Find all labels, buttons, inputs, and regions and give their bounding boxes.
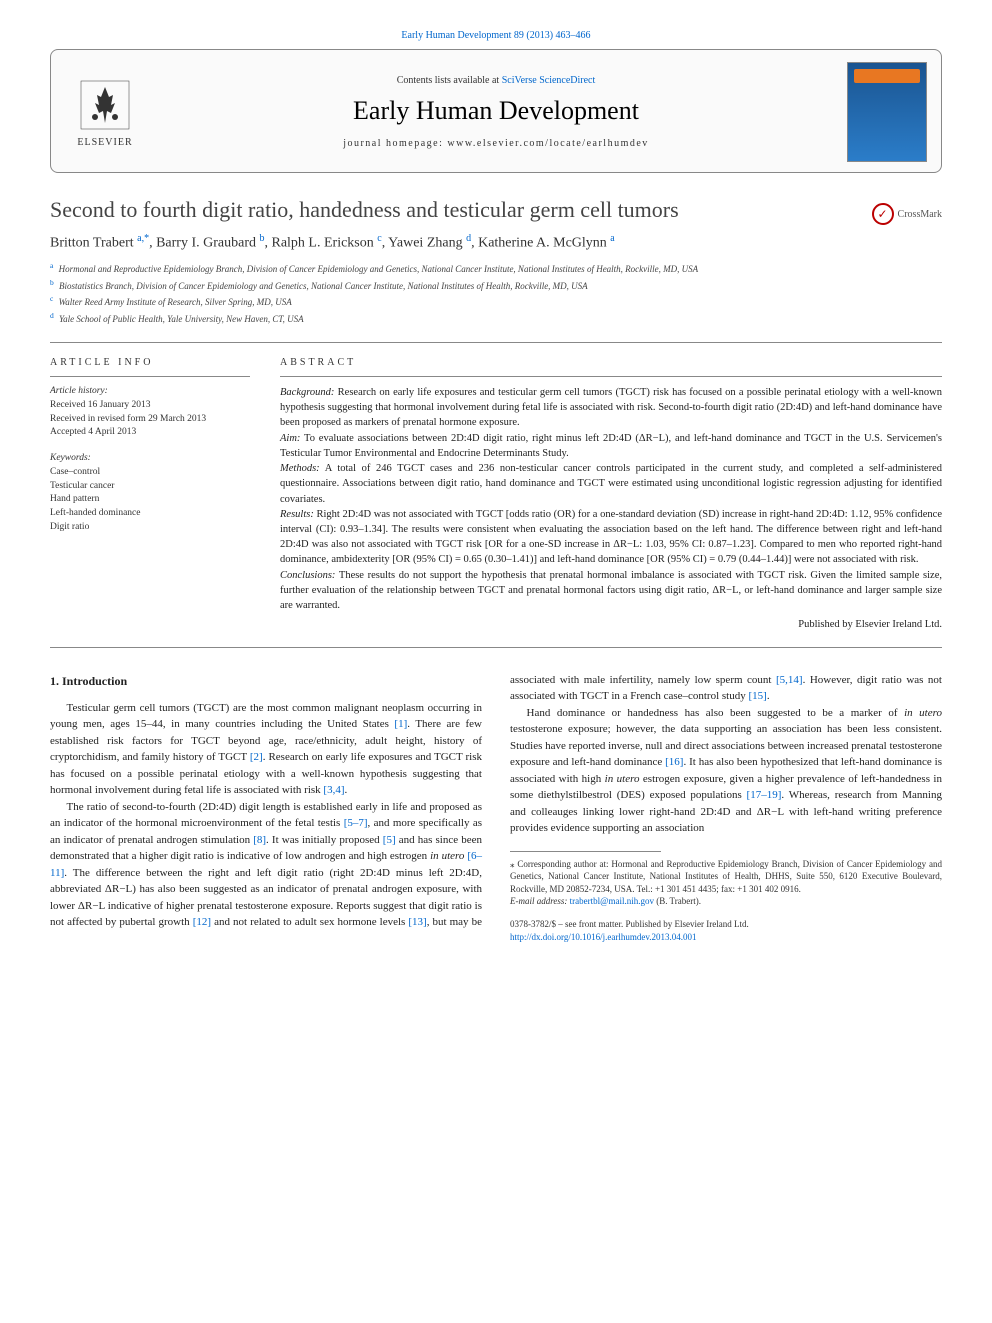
ref-link[interactable]: [13] [408,916,426,928]
elsevier-logo: ELSEVIER [65,72,145,152]
ref-link[interactable]: [5] [383,834,396,846]
ref-link[interactable]: [3,4] [323,784,344,796]
contents-line: Contents lists available at SciVerse Sci… [145,75,847,86]
article-info-header: ARTICLE INFO [50,357,250,368]
abstract-text: Background: Research on early life expos… [280,385,942,633]
ref-link[interactable]: [5–7] [344,817,368,829]
journal-homepage: journal homepage: www.elsevier.com/locat… [145,138,847,149]
affiliation-line: c Walter Reed Army Institute of Research… [50,293,942,310]
history-line: Received in revised form 29 March 2013 [50,413,250,427]
copyright-line: 0378-3782/$ – see front matter. Publishe… [510,918,942,931]
affiliation-line: b Biostatistics Branch, Division of Canc… [50,277,942,294]
divider [50,342,942,343]
affiliation-line: a Hormonal and Reproductive Epidemiology… [50,260,942,277]
crossmark-badge[interactable]: ✓ CrossMark [872,203,942,225]
keyword-line: Left-handed dominance [50,507,250,521]
sciverse-link[interactable]: SciVerse ScienceDirect [502,75,596,86]
divider [50,647,942,648]
affiliation-line: d Yale School of Public Health, Yale Uni… [50,310,942,327]
body-two-column: 1. Introduction Testicular germ cell tum… [50,672,942,944]
article-info-sidebar: ARTICLE INFO Article history: Received 1… [50,357,250,633]
ref-link[interactable]: [17–19] [747,789,782,801]
email-line: E-mail address: trabertbl@mail.nih.gov (… [510,895,942,908]
ref-link[interactable]: [15] [749,690,767,702]
footnotes: ⁎ Corresponding author at: Hormonal and … [510,858,942,908]
keyword-line: Hand pattern [50,493,250,507]
corresponding-author-note: ⁎ Corresponding author at: Hormonal and … [510,858,942,896]
top-citation[interactable]: Early Human Development 89 (2013) 463–46… [50,30,942,41]
keywords-block: Keywords: Case–controlTesticular cancerH… [50,452,250,535]
journal-header-box: ELSEVIER Contents lists available at Sci… [50,49,942,173]
history-line: Received 16 January 2013 [50,399,250,413]
crossmark-icon: ✓ [872,203,894,225]
footnote-divider [510,851,661,852]
keyword-line: Case–control [50,466,250,480]
journal-name: Early Human Development [145,96,847,126]
keyword-line: Digit ratio [50,521,250,535]
author-email-link[interactable]: trabertbl@mail.nih.gov [570,896,654,906]
abstract-header: ABSTRACT [280,357,942,368]
abstract-column: ABSTRACT Background: Research on early l… [280,357,942,633]
affiliations-list: a Hormonal and Reproductive Epidemiology… [50,260,942,326]
authors-list: Britton Trabert a,*, Barry I. Graubard b… [50,233,942,252]
doi-link[interactable]: http://dx.doi.org/10.1016/j.earlhumdev.2… [510,932,697,942]
article-history: Article history: Received 16 January 201… [50,385,250,440]
body-paragraph: Testicular germ cell tumors (TGCT) are t… [50,700,482,799]
ref-link[interactable]: [6–11] [50,850,482,879]
footer-meta: 0378-3782/$ – see front matter. Publishe… [510,918,942,943]
article-title: Second to fourth digit ratio, handedness… [50,197,942,223]
ref-link[interactable]: [5,14] [776,674,803,686]
abstract-publisher-line: Published by Elsevier Ireland Ltd. [280,617,942,632]
keyword-line: Testicular cancer [50,480,250,494]
ref-link[interactable]: [8] [253,834,266,846]
section-1-title: 1. Introduction [50,672,482,690]
ref-link[interactable]: [16] [665,756,683,768]
body-paragraph: Hand dominance or handedness has also be… [510,705,942,837]
ref-link[interactable]: [12] [193,916,211,928]
elsevier-logo-text: ELSEVIER [77,137,132,148]
ref-link[interactable]: [1] [394,718,407,730]
history-line: Accepted 4 April 2013 [50,426,250,440]
journal-cover-thumbnail [847,62,927,162]
ref-link[interactable]: [2] [250,751,263,763]
